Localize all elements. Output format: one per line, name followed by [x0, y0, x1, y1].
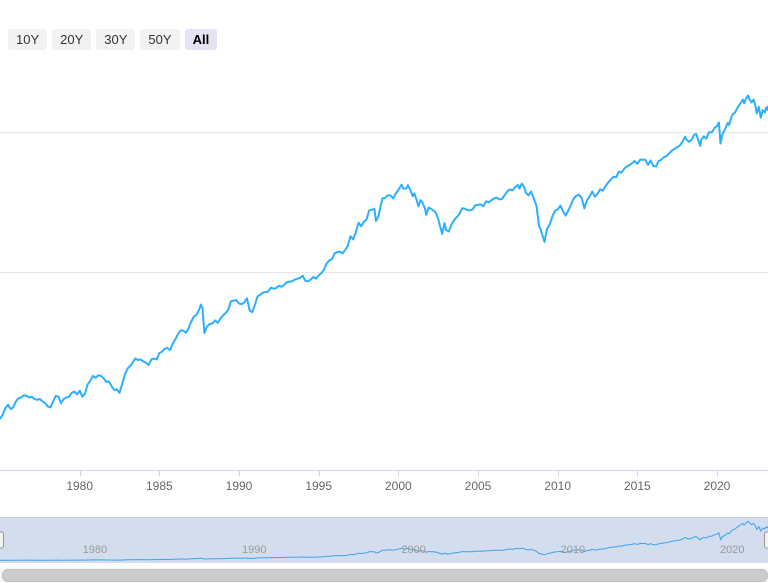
navigator-selection-mask[interactable] [0, 517, 768, 563]
range-button-10y[interactable]: 10Y [8, 29, 48, 50]
navigator-axis-label: 2010 [561, 544, 585, 556]
navigator-axis-label: 1990 [242, 544, 266, 556]
navigator-axis-label: 2020 [720, 544, 744, 556]
x-axis-label: 2010 [544, 479, 571, 493]
range-button-all[interactable]: All [184, 29, 218, 50]
price-series-line [0, 94, 768, 420]
navigator-left-handle[interactable] [0, 531, 4, 549]
navigator-series-line [0, 520, 768, 561]
x-axis-label: 1980 [66, 479, 93, 493]
range-button-50y[interactable]: 50Y [140, 29, 180, 50]
scrollbar-thumb[interactable] [2, 569, 768, 582]
navigator-axis-label: 1980 [83, 544, 107, 556]
x-axis-label: 2000 [385, 479, 412, 493]
range-selector: 10Y 20Y 30Y 50Y All [8, 29, 218, 50]
navigator-right-handle[interactable] [764, 531, 768, 549]
navigator-axis-label: 2000 [401, 544, 425, 556]
range-button-30y[interactable]: 30Y [96, 29, 136, 50]
x-axis-label: 1995 [305, 479, 332, 493]
x-axis-label: 2020 [704, 479, 731, 493]
navigator[interactable]: 1980 1990 2000 2010 2020 [0, 517, 768, 563]
x-axis-label: 1990 [226, 479, 253, 493]
x-axis-label: 2005 [465, 479, 492, 493]
main-chart-plot-area[interactable]: 1980 1985 1990 1995 2000 2005 2010 2015 2020 [0, 0, 768, 510]
x-axis-label: 2015 [624, 479, 651, 493]
scrollbar-track[interactable] [0, 568, 768, 582]
x-axis-label: 1985 [146, 479, 173, 493]
range-button-20y[interactable]: 20Y [52, 29, 92, 50]
